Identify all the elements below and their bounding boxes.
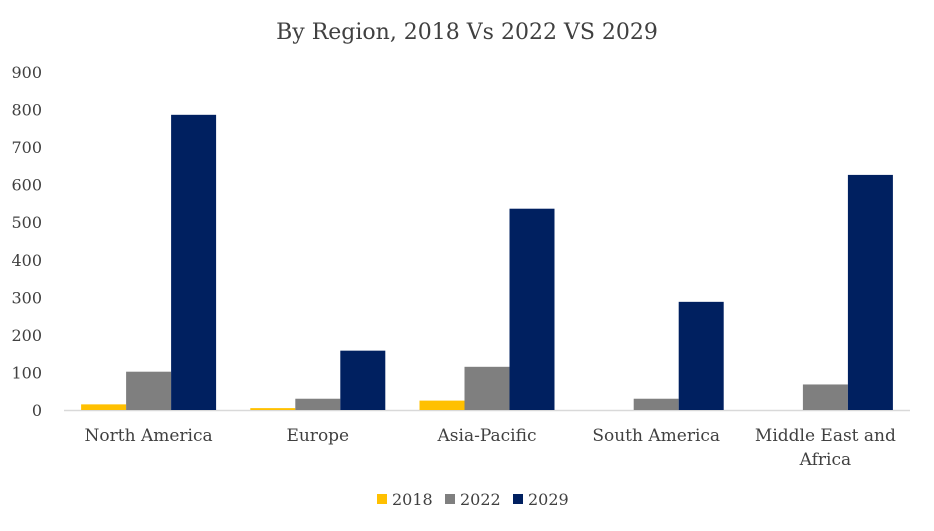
category-label: South America — [592, 426, 720, 446]
bar-2029-4 — [847, 174, 893, 410]
y-tick-label: 700 — [11, 138, 42, 157]
y-tick-label: 900 — [11, 63, 42, 82]
bar-2018-2 — [419, 400, 465, 410]
bars-group — [81, 114, 893, 411]
category-label: Middle East and Africa — [755, 426, 896, 470]
y-tick-label: 500 — [11, 213, 42, 232]
bar-2018-1 — [250, 408, 296, 410]
y-tick-label: 0 — [32, 401, 42, 420]
bar-2022-2 — [464, 366, 510, 410]
category-label: Europe — [286, 426, 349, 446]
legend-swatch-2029 — [513, 494, 523, 504]
legend-label: 2018 — [392, 490, 433, 509]
legend-swatch-2018 — [377, 494, 387, 504]
bar-2022-1 — [295, 398, 341, 410]
category-labels: North America Europe Asia-Pacific South Ame… — [85, 426, 896, 470]
bar-2029-0 — [171, 114, 217, 411]
bar-2018-0 — [81, 404, 127, 410]
bar-2022-0 — [126, 371, 172, 410]
y-tick-label: 600 — [11, 176, 42, 195]
legend: 2018 2022 2029 — [377, 490, 569, 509]
bar-2022-3 — [633, 398, 679, 410]
bar-2029-1 — [340, 350, 386, 410]
bar-2029-2 — [509, 208, 555, 410]
legend-label: 2022 — [460, 490, 501, 509]
y-tick-label: 400 — [11, 251, 42, 270]
chart-title: By Region, 2018 Vs 2022 VS 2029 — [276, 20, 658, 45]
y-axis-ticks: 0 100 200 300 400 500 600 700 800 900 — [11, 63, 42, 420]
legend-swatch-2022 — [445, 494, 455, 504]
category-label: Asia-Pacific — [437, 426, 537, 446]
y-tick-label: 100 — [11, 363, 42, 382]
legend-label: 2029 — [528, 490, 569, 509]
y-tick-label: 800 — [11, 101, 42, 120]
category-label: North America — [85, 426, 213, 446]
bar-2022-4 — [802, 384, 848, 410]
y-tick-label: 300 — [11, 288, 42, 307]
y-tick-label: 200 — [11, 326, 42, 345]
bar-2029-3 — [678, 301, 724, 410]
